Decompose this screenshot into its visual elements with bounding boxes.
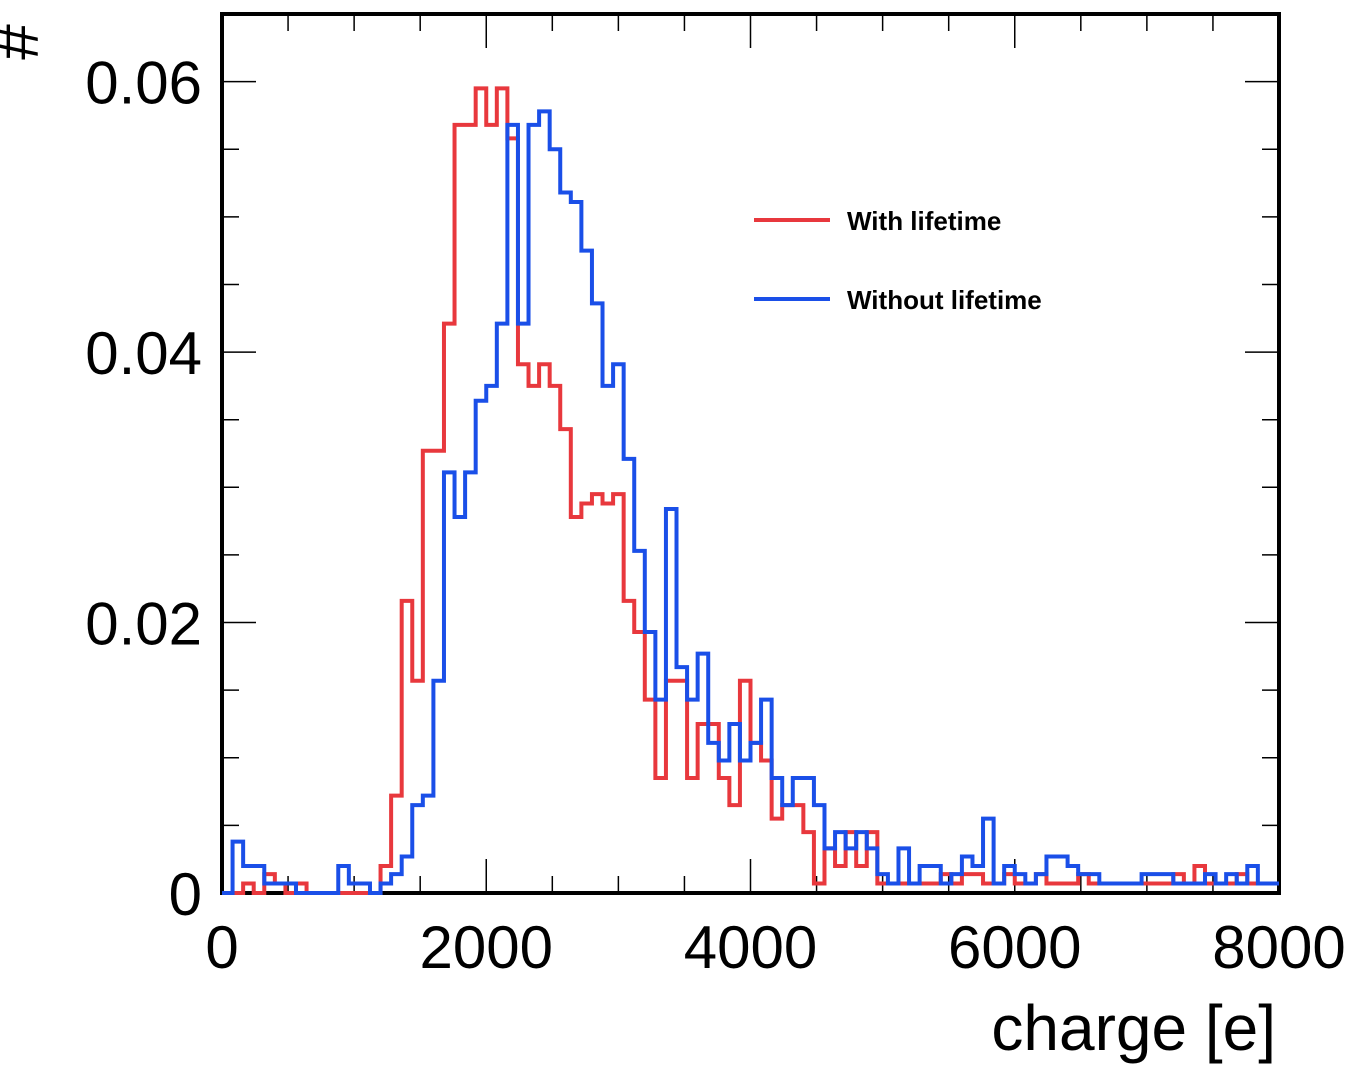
x-tick-label: 4000 (684, 914, 817, 981)
y-tick-label: 0.06 (85, 50, 202, 117)
series-line-with-lifetime (222, 86, 1279, 895)
y-tick-label: 0 (169, 861, 202, 928)
series-layer (222, 86, 1279, 895)
x-tick-label: 8000 (1212, 914, 1345, 981)
x-tick-label: 2000 (420, 914, 553, 981)
y-axis-title: # (0, 24, 52, 60)
x-tick-label: 0 (205, 914, 238, 981)
legend: With lifetime Without lifetime (754, 206, 1042, 315)
axis-ticks (221, 13, 1280, 894)
y-tick-labels: 0 0.02 0.04 0.06 (85, 50, 202, 928)
y-tick-label: 0.04 (85, 320, 202, 387)
legend-label-without-lifetime: Without lifetime (847, 285, 1042, 315)
y-tick-label: 0.02 (85, 591, 202, 658)
x-tick-label: 6000 (948, 914, 1081, 981)
x-axis-title: charge [e] (991, 992, 1276, 1064)
series-line-without-lifetime (222, 109, 1279, 895)
x-tick-labels: 0 2000 4000 6000 8000 (205, 914, 1345, 981)
legend-label-with-lifetime: With lifetime (847, 206, 1001, 236)
